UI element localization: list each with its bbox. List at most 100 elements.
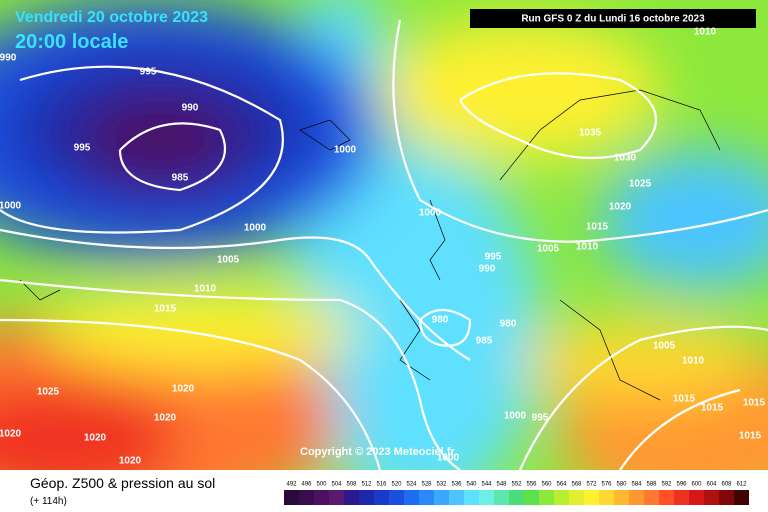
isobar-label: 990 — [0, 53, 17, 64]
isobar-label: 1035 — [579, 128, 602, 139]
isobar-label: 1020 — [154, 413, 177, 424]
colorbar-label: 604 — [706, 482, 717, 488]
colorbar-swatch — [644, 490, 659, 505]
colorbar-label: 496 — [301, 482, 312, 488]
colorbar-swatch — [719, 490, 734, 505]
colorbar-label: 492 — [286, 482, 297, 488]
colorbar-label: 600 — [691, 482, 702, 488]
isobar-label: 1025 — [37, 387, 60, 398]
colorbar-swatch — [419, 490, 434, 505]
colorbar-swatch — [404, 490, 419, 505]
colorbar-label: 556 — [526, 482, 537, 488]
isobar-label: 1015 — [701, 403, 724, 414]
isobar-label: 1000 — [334, 145, 357, 156]
isobar-label: 995 — [74, 143, 91, 154]
colorbar-swatch — [299, 490, 314, 505]
colorbar-label: 584 — [631, 482, 642, 488]
isobar-label: 1020 — [0, 429, 22, 440]
isobar-label: 980 — [432, 315, 449, 326]
isobar-label: 1015 — [586, 222, 609, 233]
isobar-label: 1005 — [217, 255, 240, 266]
colorbar-swatch — [659, 490, 674, 505]
colorbar-label: 508 — [346, 482, 357, 488]
colorbar-swatch — [629, 490, 644, 505]
colorbar-swatch — [704, 490, 719, 505]
run-info: Run GFS 0 Z du Lundi 16 octobre 2023 — [521, 14, 705, 25]
isobar-label: 1015 — [739, 431, 762, 442]
isobar-label: 1030 — [614, 153, 637, 164]
isobar-label: 1000 — [504, 411, 527, 422]
colorbar-swatch — [509, 490, 524, 505]
colorbar-label: 544 — [481, 482, 492, 488]
colorbar-label: 592 — [661, 482, 672, 488]
colorbar-label: 540 — [466, 482, 477, 488]
footer-title: Géop. Z500 & pression au sol — [30, 475, 215, 491]
local-time: 20:00 locale — [15, 31, 128, 53]
isobar-label: 990 — [479, 264, 496, 275]
colorbar-label: 520 — [391, 482, 402, 488]
isobar-label: 1020 — [84, 433, 107, 444]
colorbar-label: 512 — [361, 482, 372, 488]
colorbar-label: 588 — [646, 482, 657, 488]
colorbar-label: 612 — [736, 482, 747, 488]
isobar-label: 990 — [182, 103, 199, 114]
isobar-label: 1010 — [694, 27, 717, 38]
colorbar-label: 528 — [421, 482, 432, 488]
colorbar-label: 568 — [571, 482, 582, 488]
isobar-label: 1020 — [609, 202, 632, 213]
colorbar-label: 500 — [316, 482, 327, 488]
colorbar-swatch — [554, 490, 569, 505]
colorbar-swatch — [479, 490, 494, 505]
isobar-label: 1010 — [682, 356, 705, 367]
colorbar-swatch — [569, 490, 584, 505]
colorbar-swatch — [284, 490, 299, 505]
isobar-label: 995 — [532, 413, 549, 424]
isobar-label: 1000 — [437, 453, 460, 464]
isobar-label: 995 — [140, 67, 157, 78]
colorbar-label: 596 — [676, 482, 687, 488]
isobar-label: 1020 — [172, 384, 195, 395]
colorbar-swatch — [494, 490, 509, 505]
colorbar-swatch — [524, 490, 539, 505]
colorbar-swatch — [389, 490, 404, 505]
isobar-label: 1000 — [244, 223, 267, 234]
colorbar-label: 552 — [511, 482, 522, 488]
isobar-label: 1015 — [154, 304, 177, 315]
colorbar-swatch — [674, 490, 689, 505]
colorbar-swatch — [539, 490, 554, 505]
colorbar-label: 504 — [331, 482, 342, 488]
colorbar-swatch — [599, 490, 614, 505]
colorbar-swatch — [434, 490, 449, 505]
isobar-label: 995 — [485, 252, 502, 263]
isobar-label: 1000 — [0, 201, 22, 212]
isobar-label: 1015 — [673, 394, 696, 405]
colorbar-label: 516 — [376, 482, 387, 488]
colorbar-swatch — [314, 490, 329, 505]
isobar-label: 985 — [476, 336, 493, 347]
colorbar-swatch — [449, 490, 464, 505]
colorbar-label: 580 — [616, 482, 627, 488]
forecast-step: (+ 114h) — [30, 496, 67, 507]
isobar-label: 1010 — [194, 284, 217, 295]
colorbar-label: 608 — [721, 482, 732, 488]
isobar-label: 1010 — [576, 242, 599, 253]
colorbar-label: 564 — [556, 482, 567, 488]
colorbar-label: 536 — [451, 482, 462, 488]
colorbar-swatch — [374, 490, 389, 505]
copyright: Copyright © 2023 Meteociel.fr — [300, 446, 456, 458]
colorbar-swatch — [689, 490, 704, 505]
isobar-label: 1020 — [119, 456, 142, 467]
colorbar-label: 524 — [406, 482, 417, 488]
colorbar-swatch — [614, 490, 629, 505]
colorbar-swatch — [344, 490, 359, 505]
colorbar-swatch — [329, 490, 344, 505]
colorbar-label: 572 — [586, 482, 597, 488]
isobar-label: 1000 — [419, 208, 442, 219]
colorbar-swatch — [359, 490, 374, 505]
run-box — [470, 9, 756, 28]
isobar-label: 1005 — [653, 341, 676, 352]
isobar-label: 985 — [172, 173, 189, 184]
colorbar-label: 560 — [541, 482, 552, 488]
colorbar-swatch — [584, 490, 599, 505]
